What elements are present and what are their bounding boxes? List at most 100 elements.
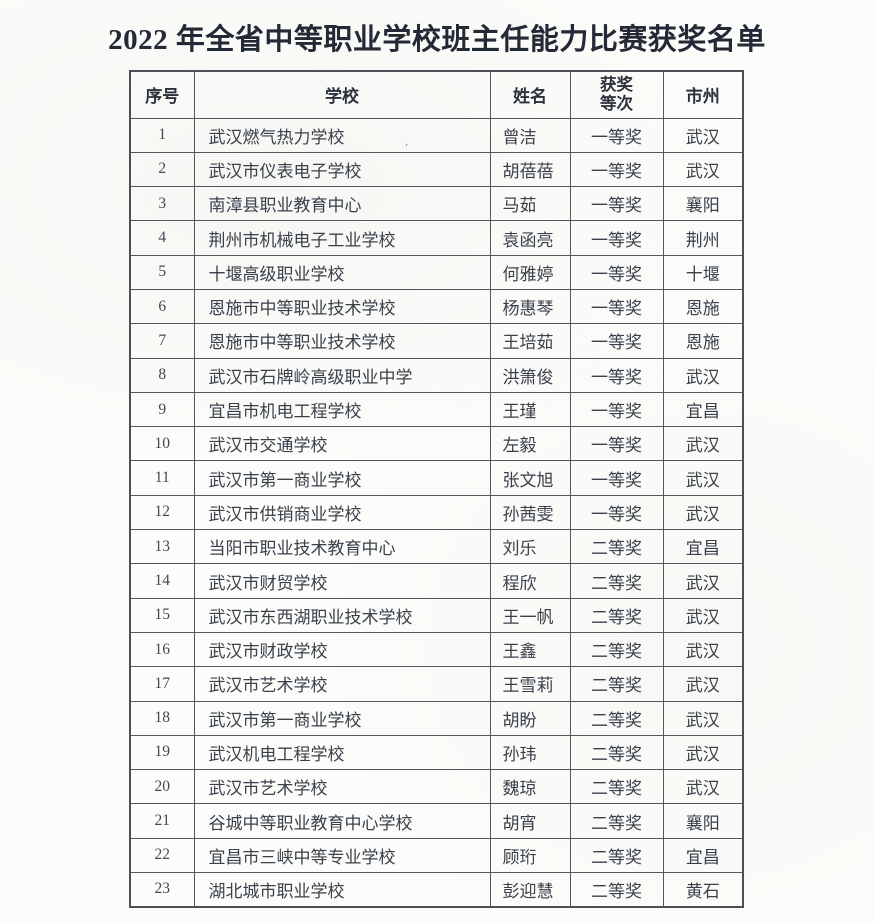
city-cell: 武汉 [662, 769, 744, 805]
award-table: 序号 学校 姓名 获奖 等次 市州 1 武汉燃气热力学校 曾洁 一等奖 武汉 2 武汉市仪表… [129, 70, 744, 908]
name-cell: 马茹 [489, 186, 571, 222]
school-cell: 谷城中等职业教育中心学校 [193, 803, 491, 839]
row-number-cell: 21 [129, 803, 195, 839]
school-cell: 恩施市中等职业技术学校 [193, 288, 491, 325]
name-cell: 左毅 [489, 426, 571, 462]
name-cell: 孙茜雯 [489, 494, 571, 531]
row-number-cell: 20 [129, 769, 195, 805]
name-cell: 刘乐 [489, 529, 571, 565]
city-cell: 武汉 [662, 734, 744, 771]
table-row: 16 武汉市财政学校 王鑫 二等奖 武汉 [129, 631, 744, 668]
name-cell: 洪箫俊 [489, 357, 571, 393]
header-city: 市州 [662, 70, 744, 119]
city-cell: 武汉 [662, 494, 744, 531]
header-award-level: 获奖 等次 [569, 70, 664, 119]
name-cell: 何雅婷 [489, 254, 571, 290]
award-level-cell: 一等奖 [569, 186, 664, 222]
table-row: 7 恩施市中等职业技术学校 王培茹 一等奖 恩施 [129, 323, 744, 359]
school-cell: 武汉市交通学校 [193, 426, 491, 462]
school-cell: 武汉市艺术学校 [193, 769, 491, 805]
name-cell: 彭迎慧 [489, 872, 571, 908]
school-cell: 宜昌市机电工程学校 [193, 391, 491, 428]
table-row: 3 南漳县职业教育中心 马茹 一等奖 襄阳 [129, 186, 744, 222]
table-row: 14 武汉市财贸学校 程欣 二等奖 武汉 [129, 563, 744, 599]
table-row: 23 湖北城市职业学校 彭迎慧 二等奖 黄石 [129, 872, 744, 908]
row-number-cell: 19 [129, 734, 195, 771]
school-cell: 武汉市第一商业学校 [193, 460, 491, 496]
school-cell: 南漳县职业教育中心 [193, 186, 491, 222]
city-cell: 宜昌 [662, 391, 744, 428]
city-cell: 恩施 [662, 323, 744, 359]
table-row: 21 谷城中等职业教育中心学校 胡宵 二等奖 襄阳 [129, 803, 744, 839]
city-cell: 襄阳 [662, 186, 744, 222]
award-level-cell: 二等奖 [569, 803, 664, 839]
header-school: 学校 [193, 70, 491, 119]
row-number-cell: 18 [129, 700, 195, 736]
city-cell: 武汉 [662, 563, 744, 599]
row-number-cell: 2 [129, 151, 195, 188]
city-cell: 武汉 [662, 597, 744, 633]
header-name: 姓名 [489, 70, 571, 119]
award-level-cell: 一等奖 [569, 288, 664, 325]
city-cell: 黄石 [662, 872, 744, 908]
name-cell: 袁函亮 [489, 220, 571, 256]
name-cell: 孙玮 [489, 734, 571, 771]
city-cell: 武汉 [662, 700, 744, 736]
school-cell: 十堰高级职业学校 [193, 254, 491, 290]
row-number-cell: 8 [129, 357, 195, 393]
city-cell: 武汉 [662, 460, 744, 496]
school-cell: 武汉市石牌岭高级职业中学 [193, 357, 491, 393]
row-number-cell: 23 [129, 872, 195, 908]
city-cell: 武汉 [662, 117, 744, 153]
school-cell: 武汉市供销商业学校 [193, 494, 491, 531]
school-cell: 武汉市财贸学校 [193, 563, 491, 599]
award-level-cell: 一等奖 [569, 494, 664, 531]
award-level-cell: 一等奖 [569, 426, 664, 462]
award-level-cell: 二等奖 [569, 700, 664, 736]
award-level-cell: 一等奖 [569, 357, 664, 393]
award-level-cell: 二等奖 [569, 872, 664, 908]
name-cell: 胡蓓蓓 [489, 151, 571, 188]
row-number-cell: 14 [129, 563, 195, 599]
city-cell: 武汉 [662, 357, 744, 393]
award-level-cell: 二等奖 [569, 837, 664, 874]
award-level-cell: 一等奖 [569, 117, 664, 153]
name-cell: 顾珩 [489, 837, 571, 874]
table-row: 17 武汉市艺术学校 王雪莉 二等奖 武汉 [129, 666, 744, 702]
name-cell: 王培茹 [489, 323, 571, 359]
award-level-cell: 一等奖 [569, 391, 664, 428]
name-cell: 魏琼 [489, 769, 571, 805]
school-cell: 武汉机电工程学校 [193, 734, 491, 771]
city-cell: 恩施 [662, 288, 744, 325]
row-number-cell: 15 [129, 597, 195, 633]
award-level-cell: 二等奖 [569, 529, 664, 565]
table-row: 1 武汉燃气热力学校 曾洁 一等奖 武汉 [129, 117, 744, 153]
award-level-cell: 一等奖 [569, 323, 664, 359]
table-row: 6 恩施市中等职业技术学校 杨惠琴 一等奖 恩施 [129, 288, 744, 325]
document-title: 2022 年全省中等职业学校班主任能力比赛获奖名单 [108, 24, 766, 56]
row-number-cell: 16 [129, 631, 195, 668]
table-row: 8 武汉市石牌岭高级职业中学 洪箫俊 一等奖 武汉 [129, 357, 744, 393]
row-number-cell: 4 [129, 220, 195, 256]
table-row: 5 十堰高级职业学校 何雅婷 一等奖 十堰 [129, 254, 744, 290]
table-row: 18 武汉市第一商业学校 胡盼 二等奖 武汉 [129, 700, 744, 736]
school-cell: 武汉市仪表电子学校 [193, 151, 491, 188]
award-level-cell: 二等奖 [569, 631, 664, 668]
row-number-cell: 3 [129, 186, 195, 222]
row-number-cell: 11 [129, 460, 195, 496]
school-cell: 武汉市艺术学校 [193, 666, 491, 702]
row-number-cell: 6 [129, 288, 195, 325]
school-cell: 武汉市财政学校 [193, 631, 491, 668]
table-row: 20 武汉市艺术学校 魏琼 二等奖 武汉 [129, 769, 744, 805]
row-number-cell: 22 [129, 837, 195, 874]
name-cell: 王一帆 [489, 597, 571, 633]
table-row: 2 武汉市仪表电子学校 胡蓓蓓 一等奖 武汉 [129, 151, 744, 188]
row-number-cell: 7 [129, 323, 195, 359]
school-cell: 宜昌市三峡中等专业学校 [193, 837, 491, 874]
city-cell: 武汉 [662, 631, 744, 668]
school-cell: 恩施市中等职业技术学校 [193, 323, 491, 359]
table-row: 10 武汉市交通学校 左毅 一等奖 武汉 [129, 426, 744, 462]
school-cell: 湖北城市职业学校 [193, 872, 491, 908]
award-table-container: 序号 学校 姓名 获奖 等次 市州 1 武汉燃气热力学校 曾洁 一等奖 武汉 2 武汉市仪表… [129, 70, 744, 908]
